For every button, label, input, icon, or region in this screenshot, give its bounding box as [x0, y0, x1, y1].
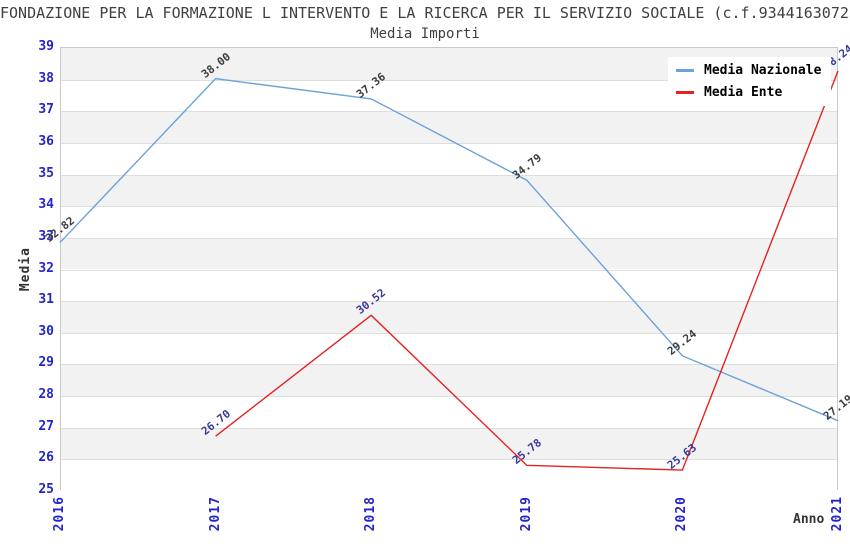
series-line-0	[59, 77, 839, 422]
gridline	[61, 79, 837, 81]
y-tick-label: 38	[38, 70, 54, 86]
gridline	[61, 142, 837, 144]
legend-label: Media Ente	[704, 85, 783, 100]
grid-band	[61, 332, 837, 365]
grid-band	[61, 301, 837, 333]
grid-band	[61, 111, 837, 143]
y-tick-label: 34	[38, 197, 54, 213]
legend-item-media-nazionale: Media Nazionale	[676, 63, 821, 78]
gridline	[61, 206, 837, 208]
gridline	[61, 396, 837, 398]
y-tick-label: 25	[38, 482, 54, 497]
grid-band	[61, 427, 837, 460]
y-tick-label: 36	[38, 133, 54, 149]
gridline	[61, 111, 837, 113]
gridline	[61, 237, 837, 239]
legend: Media Nazionale Media Ente	[668, 57, 832, 106]
plot-area	[60, 47, 838, 491]
y-tick-label: 28	[38, 387, 54, 403]
y-tick-label: 33	[38, 228, 54, 244]
legend-line-icon	[676, 69, 694, 72]
grid-band	[61, 206, 837, 238]
grid-band	[61, 237, 837, 270]
gridline	[61, 269, 837, 271]
grid-band	[61, 142, 837, 175]
y-tick-label: 31	[38, 292, 54, 308]
gridline	[61, 332, 837, 334]
grid-band	[61, 396, 837, 428]
x-axis-title: Anno	[793, 512, 825, 527]
y-tick-label: 32	[38, 260, 54, 276]
gridline	[61, 427, 837, 429]
series-line-1	[215, 70, 839, 471]
gridline	[61, 174, 837, 176]
y-tick-label: 26	[38, 450, 54, 466]
gridline	[61, 364, 837, 366]
grid-band	[61, 174, 837, 207]
grid-band	[61, 459, 837, 491]
y-tick-label: 39	[38, 39, 54, 54]
legend-line-icon	[676, 91, 694, 94]
grid-band	[61, 269, 837, 302]
y-tick-label: 29	[38, 355, 54, 371]
chart-title: FONDAZIONE PER LA FORMAZIONE L INTERVENT…	[0, 4, 850, 22]
y-tick-label: 37	[38, 102, 54, 118]
y-tick-label: 30	[38, 323, 54, 339]
y-tick-label: 35	[38, 165, 54, 181]
y-tick-label: 27	[38, 418, 54, 434]
gridline	[61, 459, 837, 461]
legend-item-media-ente: Media Ente	[676, 85, 821, 100]
gridline	[61, 301, 837, 303]
legend-label: Media Nazionale	[704, 63, 822, 78]
chart-subtitle: Media Importi	[370, 26, 480, 42]
